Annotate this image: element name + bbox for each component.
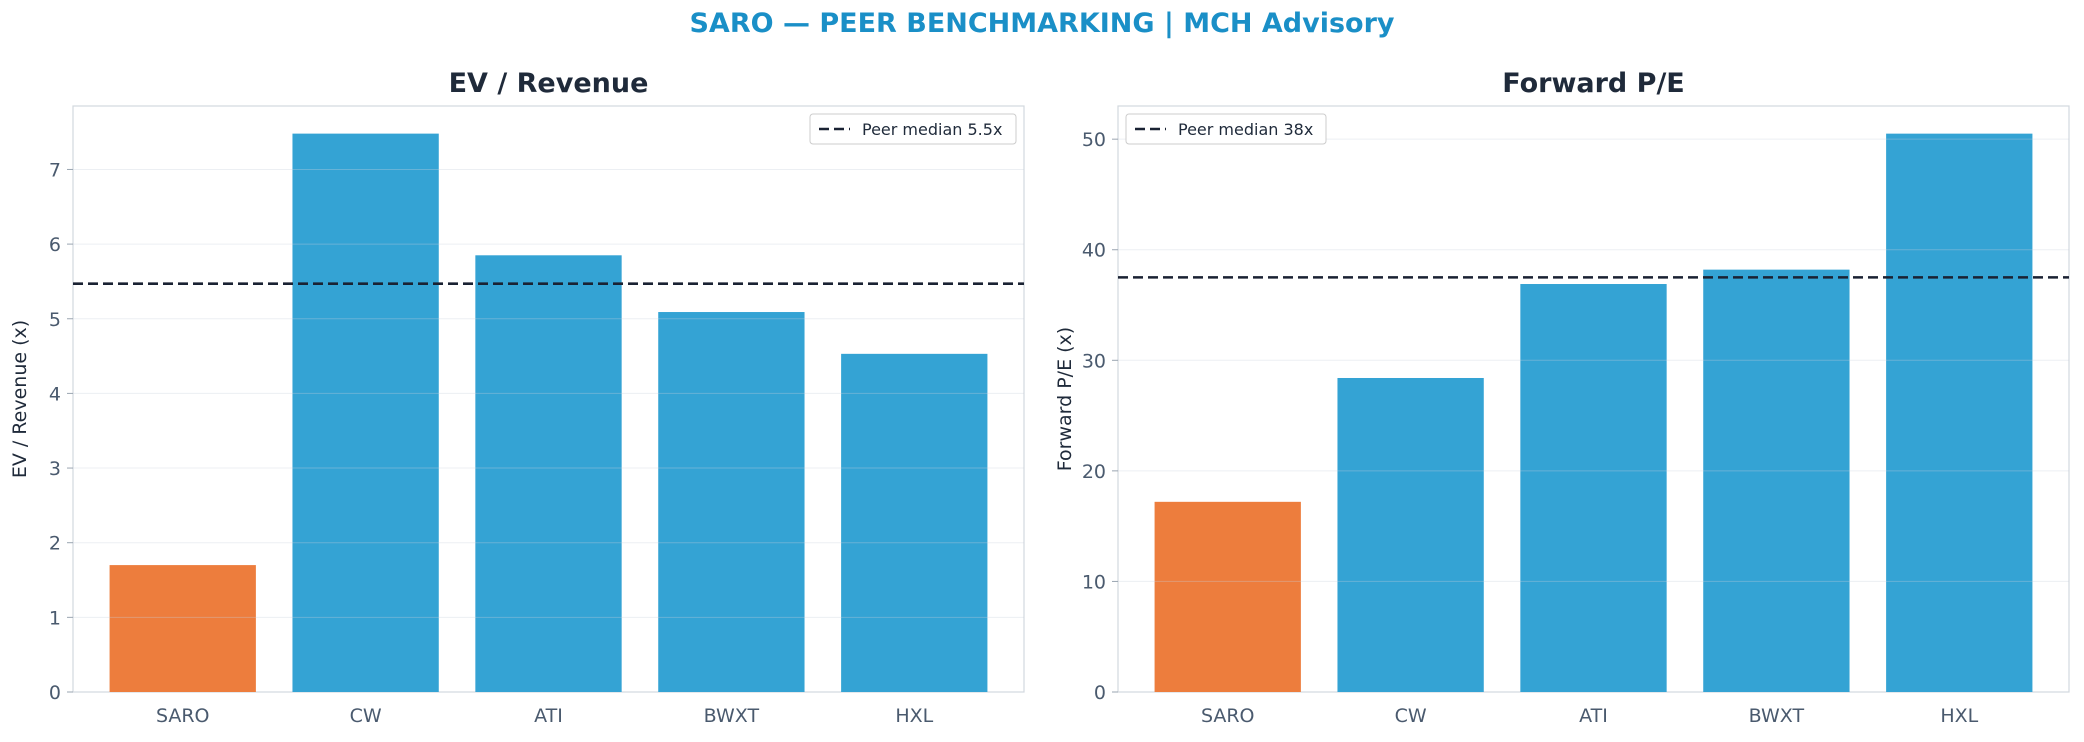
y-tick-label: 6 [49, 234, 61, 256]
legend-box [809, 113, 1017, 145]
bar-cw [292, 133, 439, 693]
y-axis-label: EV / Revenue (x) [9, 320, 31, 478]
x-tick-label: BWXT [704, 705, 760, 727]
y-tick-label: 30 [1082, 350, 1106, 372]
y-tick-label: 0 [1094, 682, 1106, 704]
bar-cw [1337, 377, 1484, 692]
bar-hxl [841, 353, 988, 692]
x-tick-label: SARO [1201, 705, 1255, 727]
x-tick-label: BWXT [1749, 705, 1805, 727]
legend: Peer median 5.5x [809, 113, 1017, 145]
y-tick-label: 0 [49, 682, 61, 704]
figure-title: SARO — PEER BENCHMARKING | MCH Advisory [689, 8, 1395, 39]
x-tick-label: ATI [1579, 705, 1608, 727]
panel-title: EV / Revenue [449, 68, 649, 99]
legend: Peer median 38x [1125, 113, 1327, 145]
y-tick-label: 7 [49, 159, 61, 181]
legend-label: Peer median 38x [1178, 120, 1313, 139]
y-tick-label: 20 [1082, 461, 1106, 483]
x-tick-label: CW [1395, 705, 1427, 727]
y-tick-label: 40 [1082, 240, 1106, 262]
bar-ati [475, 255, 622, 692]
y-axis-label: Forward P/E (x) [1054, 327, 1076, 471]
x-tick-label: HXL [1940, 705, 1978, 727]
bar-ati [1520, 284, 1667, 692]
y-tick-label: 5 [49, 309, 61, 331]
panel-title: Forward P/E [1502, 68, 1685, 99]
bar-saro [109, 565, 256, 692]
x-tick-label: ATI [534, 705, 563, 727]
bar-saro [1154, 501, 1301, 692]
chart-panel-1: SARO CW ATI BWXT HXL 0 1 2 3 4 5 6 7 EV / Revenue EV /… [9, 68, 1025, 727]
y-tick-label: 1 [49, 607, 61, 629]
y-tick-label: 10 [1082, 571, 1106, 593]
bar-hxl [1886, 133, 2033, 693]
bar-bwxt [658, 312, 805, 692]
legend-label: Peer median 5.5x [862, 120, 1002, 139]
bar-bwxt [1703, 269, 1850, 692]
y-tick-label: 2 [49, 533, 61, 555]
x-tick-label: CW [350, 705, 382, 727]
x-tick-label: SARO [156, 705, 210, 727]
y-tick-label: 50 [1082, 129, 1106, 151]
y-tick-label: 4 [49, 383, 61, 405]
x-tick-label: HXL [895, 705, 933, 727]
y-tick-label: 3 [49, 458, 61, 480]
legend-box [1125, 113, 1327, 145]
chart-panel-2: SARO CW ATI BWXT HXL 0 10 20 30 40 50 Forward P/E Fo… [1054, 68, 2070, 727]
